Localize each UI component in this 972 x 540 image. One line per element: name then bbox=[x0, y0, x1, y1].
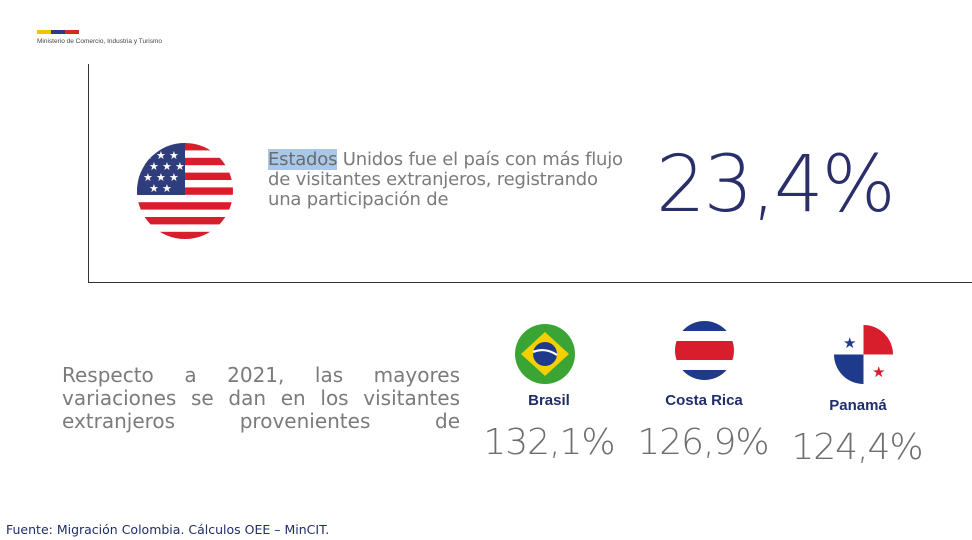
svg-text:★: ★ bbox=[843, 334, 856, 352]
country-value-panama: 124,4% bbox=[791, 427, 923, 468]
panama-flag-icon: ★ ★ bbox=[834, 325, 893, 384]
ministry-name: Ministerio de Comercio, Industria y Turi… bbox=[37, 38, 162, 45]
svg-text:★: ★ bbox=[175, 160, 185, 173]
country-value-costa-rica: 126,9% bbox=[637, 422, 769, 463]
usa-flag-icon: ★ ★ ★ ★ ★ ★ ★ ★ ★ ★ ★ bbox=[137, 143, 233, 239]
svg-text:★: ★ bbox=[169, 171, 179, 184]
svg-text:★: ★ bbox=[156, 171, 166, 184]
svg-text:★: ★ bbox=[156, 149, 166, 162]
svg-text:★: ★ bbox=[162, 182, 172, 195]
highlight-statement: Estados Unidos fue el país con más flujo… bbox=[268, 149, 628, 210]
svg-text:★: ★ bbox=[162, 160, 172, 173]
country-name-costa-rica: Costa Rica bbox=[665, 392, 743, 409]
highlight-statement-text: Unidos fue el país con más flujo de visi… bbox=[268, 149, 623, 210]
country-value-brasil: 132,1% bbox=[483, 422, 615, 463]
svg-text:★: ★ bbox=[149, 182, 159, 195]
svg-text:★: ★ bbox=[143, 171, 153, 184]
logo-stripe-blue bbox=[51, 30, 65, 34]
highlight-panel bbox=[88, 64, 972, 283]
costa-rica-flag-icon bbox=[675, 321, 734, 380]
brazil-flag-icon bbox=[515, 324, 575, 384]
usa-percentage: 23,4% bbox=[656, 140, 896, 230]
svg-text:★: ★ bbox=[149, 160, 159, 173]
source-note: Fuente: Migración Colombia. Cálculos OEE… bbox=[6, 522, 330, 537]
country-name-panama: Panamá bbox=[829, 397, 887, 414]
svg-text:★: ★ bbox=[872, 363, 885, 381]
country-name-brasil: Brasil bbox=[528, 392, 570, 409]
variations-intro: Respecto a 2021, las mayores variaciones… bbox=[62, 363, 460, 433]
highlighted-word: Estados bbox=[268, 149, 338, 170]
colombia-logo-bar bbox=[37, 30, 79, 34]
logo-stripe-yellow bbox=[37, 30, 51, 34]
svg-text:★: ★ bbox=[169, 149, 179, 162]
logo-stripe-red bbox=[65, 30, 79, 34]
